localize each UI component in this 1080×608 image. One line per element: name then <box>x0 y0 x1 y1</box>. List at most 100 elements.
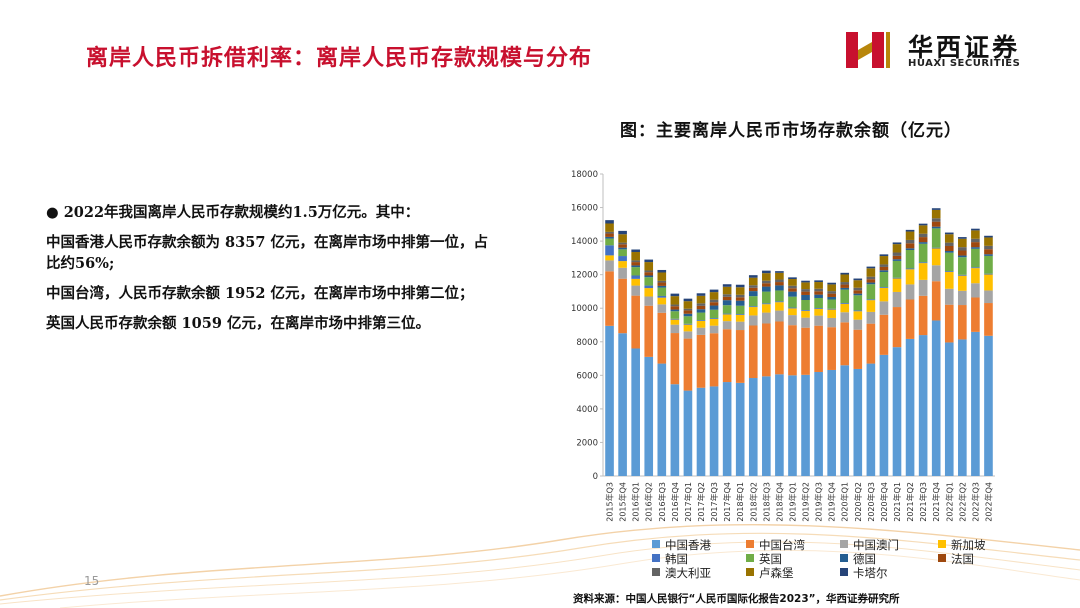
bar-segment <box>709 309 719 319</box>
source-note: 资料来源：中国人民银行“人民币国际化报告2023”，华西证券研究所 <box>573 593 900 605</box>
bar-segment <box>984 245 993 250</box>
bar-segment <box>931 247 941 249</box>
legend-swatch <box>938 554 946 562</box>
bar-segment <box>722 313 732 315</box>
bar-segment <box>853 319 863 330</box>
bar-segment <box>696 320 706 328</box>
bar-segment <box>984 249 993 255</box>
x-tick-label: 2018年Q3 <box>761 482 771 522</box>
bar-segment <box>722 284 732 287</box>
bar-segment <box>683 390 693 476</box>
bar-segment <box>605 236 614 239</box>
bar-segment <box>618 247 627 250</box>
legend-swatch <box>746 568 754 576</box>
bar-segment <box>984 274 993 291</box>
bar-segment <box>657 280 667 283</box>
bar-segment <box>696 305 706 310</box>
bar-segment <box>905 229 915 232</box>
bar-segment <box>618 261 627 268</box>
bar-segment <box>618 230 627 235</box>
bar-segment <box>683 310 693 314</box>
bar-segment <box>801 294 810 301</box>
bar-segment <box>984 254 993 256</box>
page-number: 15 <box>84 574 100 588</box>
bar-segment <box>709 386 719 476</box>
bar-segment <box>735 305 745 315</box>
bar-segment <box>866 279 876 283</box>
y-tick-label: 14000 <box>571 237 598 247</box>
bar-segment <box>866 284 876 300</box>
bar-segment <box>958 257 967 275</box>
bar-segment <box>788 307 797 309</box>
legend-swatch <box>652 568 660 576</box>
bar-segment <box>605 271 614 326</box>
legend-item: 中国澳门 <box>840 537 899 553</box>
legend-item: 中国香港 <box>652 537 711 553</box>
bar-segment <box>866 363 876 476</box>
bar-segment <box>735 321 745 331</box>
bar-segment <box>670 318 680 320</box>
bar-segment <box>931 221 941 227</box>
bar-segment <box>840 289 850 304</box>
bullet-intro: ● 2022年我国离岸人民币存款规模约1.5万亿元。其中： <box>46 204 420 221</box>
y-tick-label: 2000 <box>576 438 598 448</box>
bar-segment <box>840 322 850 366</box>
bar-segment <box>971 248 980 268</box>
bar-segment <box>775 279 784 283</box>
bar-segment <box>814 280 823 283</box>
bar-segment <box>853 278 863 281</box>
bar-segment <box>801 317 810 328</box>
bar-segment <box>644 305 654 357</box>
bar-segment <box>918 223 928 226</box>
bar-segment <box>735 287 745 295</box>
bar-segment <box>683 308 693 311</box>
bar-segment <box>905 243 915 249</box>
bar-segment <box>748 315 758 326</box>
bar-segment <box>631 252 640 261</box>
legend-label: 德国 <box>853 552 876 566</box>
bar-segment <box>735 297 745 301</box>
bar-segment <box>696 334 706 388</box>
bar-segment <box>918 262 928 264</box>
bar-segment <box>801 289 810 292</box>
bar-segment <box>971 247 980 249</box>
bar-segment <box>722 382 732 476</box>
bar-segment <box>853 329 863 369</box>
bar-segment <box>958 339 967 476</box>
bar-segment <box>762 283 771 287</box>
x-tick-label: 2018年Q2 <box>748 482 758 522</box>
x-tick-label: 2022年Q4 <box>983 482 993 522</box>
y-tick-label: 4000 <box>576 405 598 415</box>
bar-segment <box>892 347 902 476</box>
bar-segment <box>905 299 915 339</box>
bar-segment <box>958 250 967 256</box>
bar-segment <box>879 254 889 257</box>
company-logo: 华西证券 HUAXI SECURITIES <box>842 28 1072 74</box>
bar-segment <box>644 356 654 476</box>
bar-segment <box>670 324 680 334</box>
x-tick-label: 2016年Q1 <box>631 482 641 522</box>
bar-segment <box>840 274 850 283</box>
bar-segment <box>631 265 640 268</box>
bar-segment <box>801 327 810 375</box>
bar-segment <box>866 300 876 312</box>
bar-segment <box>918 243 928 263</box>
bar-segment <box>840 284 850 288</box>
bar-segment <box>827 308 836 310</box>
bar-segment <box>657 269 667 273</box>
legend-swatch <box>746 554 754 562</box>
bar-segment <box>605 220 614 224</box>
bar-segment <box>644 275 654 278</box>
bar-segment <box>762 376 771 476</box>
bar-segment <box>775 285 784 291</box>
x-tick-label: 2017年Q4 <box>722 482 732 522</box>
bar-segment <box>827 291 836 294</box>
bar-segment <box>892 277 902 279</box>
bar-segment <box>683 298 693 302</box>
bullet-uk: 英国人民币存款余额 1059 亿元，在离岸市场中排第三位。 <box>46 315 430 332</box>
bar-segment <box>853 295 863 311</box>
bar-segment <box>827 327 836 370</box>
bar-segment <box>971 242 980 248</box>
bar-segment <box>696 309 706 313</box>
bar-segment <box>866 311 876 324</box>
